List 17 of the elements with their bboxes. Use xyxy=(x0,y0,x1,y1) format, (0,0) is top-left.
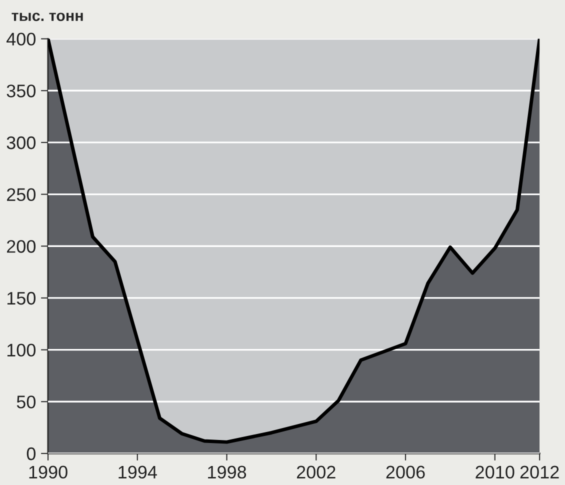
x-tick-label: 2002 xyxy=(296,466,336,479)
x-tick-label: 2010 xyxy=(476,466,514,479)
x-tick-label: 1998 xyxy=(208,466,246,479)
y-tick-label: 50 xyxy=(16,396,36,408)
y-tick-label: 400 xyxy=(6,32,36,46)
x-tick-label: 2006 xyxy=(386,466,425,479)
y-tick-label: 150 xyxy=(7,292,36,305)
y-tick-label: 250 xyxy=(7,188,36,202)
x-tick-label: 1990 xyxy=(29,466,68,479)
y-tick-label: 100 xyxy=(7,344,36,357)
x-tick-label: 1994 xyxy=(118,466,157,479)
y-tick-label: 0 xyxy=(26,447,36,460)
y-tick-label: 300 xyxy=(6,136,36,150)
y-tick-label: 350 xyxy=(6,84,36,98)
x-tick-label: 2012 xyxy=(520,466,559,479)
y-tick-label: 200 xyxy=(7,240,36,253)
y-axis-title: тыс. тонн xyxy=(12,12,83,22)
